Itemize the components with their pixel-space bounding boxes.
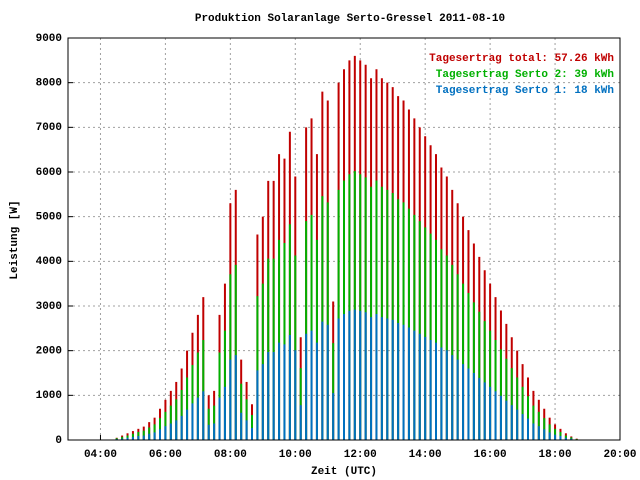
y-tick-label: 6000 <box>36 167 62 179</box>
y-tick-label: 4000 <box>36 256 62 268</box>
x-tick-label: 14:00 <box>409 449 442 461</box>
y-axis-label: Leistung [W] <box>9 200 21 279</box>
x-axis-label: Zeit (UTC) <box>311 466 377 478</box>
y-tick-label: 5000 <box>36 212 62 224</box>
y-tick-label: 2000 <box>36 346 62 358</box>
x-tick-label: 18:00 <box>539 449 572 461</box>
chart-title: Produktion Solaranlage Serto-Gressel 201… <box>195 13 505 25</box>
y-tick-label: 8000 <box>36 78 62 90</box>
x-tick-label: 10:00 <box>279 449 312 461</box>
legend-entry: Tagesertrag total: 57.26 kWh <box>429 53 614 65</box>
x-tick-label: 20:00 <box>603 449 636 461</box>
x-tick-label: 12:00 <box>344 449 377 461</box>
x-tick-label: 08:00 <box>214 449 247 461</box>
x-tick-label: 04:00 <box>84 449 117 461</box>
legend-entry: Tagesertrag Serto 1: 18 kWh <box>436 85 614 97</box>
plot-frame <box>67 37 621 441</box>
x-tick-label: 16:00 <box>474 449 507 461</box>
y-tick-label: 3000 <box>36 301 62 313</box>
x-tick-label: 06:00 <box>149 449 182 461</box>
y-tick-label: 7000 <box>36 122 62 134</box>
y-tick-label: 9000 <box>36 33 62 45</box>
y-tick-label: 0 <box>55 435 62 447</box>
y-tick-label: 1000 <box>36 390 62 402</box>
legend-entry: Tagesertrag Serto 2: 39 kWh <box>436 69 614 81</box>
